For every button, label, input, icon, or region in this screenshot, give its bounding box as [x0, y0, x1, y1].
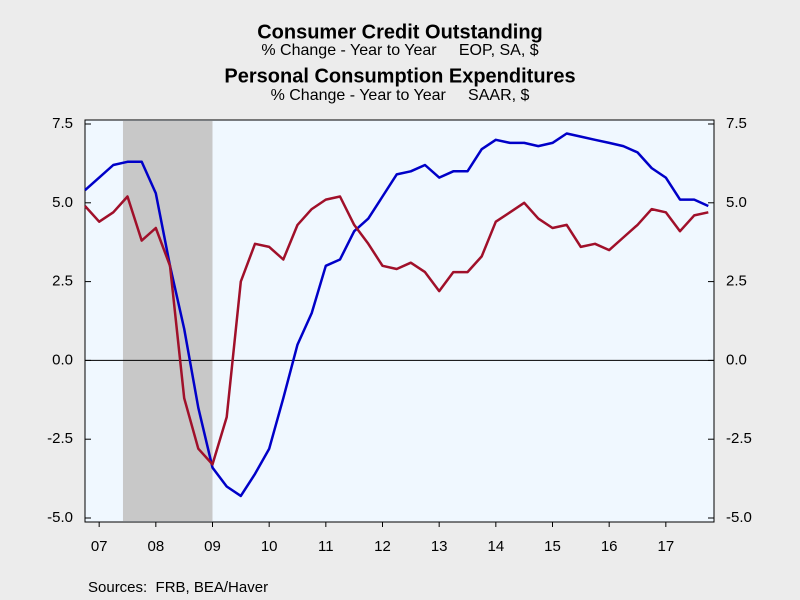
- x-tick-label: 17: [657, 538, 674, 555]
- chart-subtitle: % Change - Year to Year SAAR, $: [271, 87, 530, 104]
- x-tick-label: 13: [431, 538, 448, 555]
- x-tick-label: 12: [374, 538, 391, 555]
- x-tick-label: 10: [261, 538, 278, 555]
- x-tick-label: 15: [544, 538, 561, 555]
- x-tick-label: 07: [91, 538, 108, 555]
- y-tick-label: 2.5: [52, 273, 73, 290]
- y-tick-label: -5.0: [47, 509, 73, 526]
- y-tick-label: 7.5: [52, 115, 73, 132]
- x-tick-label: 16: [601, 538, 618, 555]
- chart-title: Consumer Credit Outstanding: [257, 21, 543, 43]
- y2-tick-label: -5.0: [726, 509, 752, 526]
- source-note: Sources: FRB, BEA/Haver: [88, 579, 268, 596]
- y2-tick-label: 5.0: [726, 194, 747, 211]
- y-tick-label: 0.0: [52, 351, 73, 368]
- series-line: [84, 132, 709, 498]
- recession-shade: [122, 121, 213, 521]
- y-tick-label: 5.0: [52, 194, 73, 211]
- x-tick-label: 11: [318, 538, 334, 555]
- chart-subtitle: % Change - Year to Year EOP, SA, $: [261, 42, 538, 59]
- y2-tick-label: -2.5: [726, 430, 752, 447]
- y2-tick-label: 7.5: [726, 115, 747, 132]
- y2-tick-label: 0.0: [726, 351, 747, 368]
- y2-tick-label: 2.5: [726, 273, 747, 290]
- series-line: [84, 195, 709, 466]
- y-tick-label: -2.5: [47, 430, 73, 447]
- x-tick-label: 09: [204, 538, 221, 555]
- x-tick-label: 14: [487, 538, 504, 555]
- chart-title: Personal Consumption Expenditures: [224, 65, 575, 87]
- x-tick-label: 08: [147, 538, 164, 555]
